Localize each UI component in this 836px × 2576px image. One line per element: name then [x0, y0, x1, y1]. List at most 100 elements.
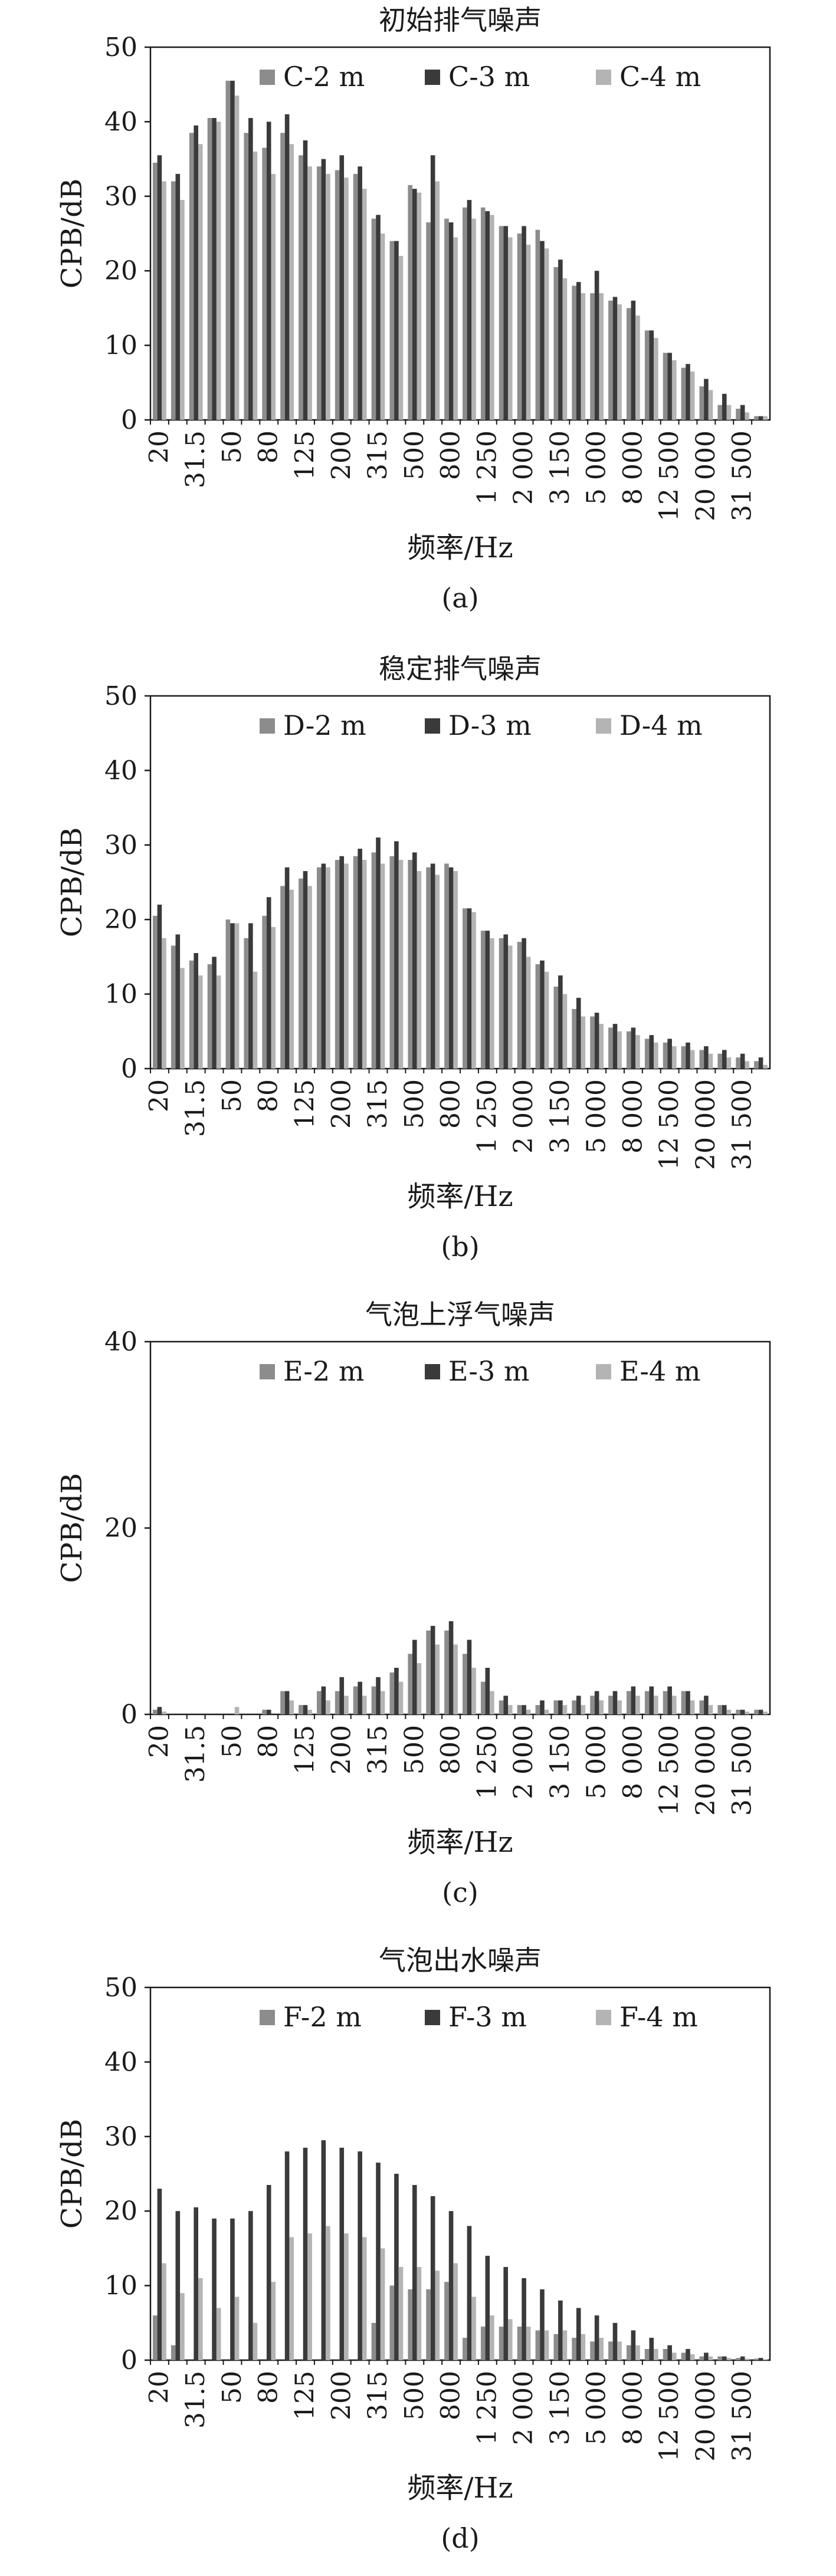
bar-F-3m-22 [558, 2300, 563, 2360]
y-tick-label: 20 [104, 2196, 137, 2226]
bar-E-4m-13 [398, 1681, 404, 1714]
bar-F-2m-0 [153, 2315, 158, 2360]
bar-F-3m-25 [612, 2322, 618, 2360]
bar-D-3m-32 [740, 1053, 745, 1069]
bar-E-4m-7 [289, 1700, 294, 1714]
bar-C-3m-31 [722, 393, 727, 420]
x-tick-label: 315 [363, 1725, 393, 1775]
x-tick-label: 31.5 [181, 431, 211, 488]
bar-F-4m-15 [435, 2271, 440, 2360]
bar-F-3m-1 [175, 2211, 181, 2360]
bar-D-4m-20 [526, 957, 531, 1069]
x-tick-label: 800 [436, 1725, 466, 1775]
x-tick-label: 125 [290, 2371, 320, 2420]
bar-D-2m-15 [426, 867, 431, 1069]
bar-D-4m-2 [198, 975, 203, 1069]
y-tick-label: 0 [121, 1700, 137, 1730]
bar-C-2m-11 [353, 173, 358, 420]
x-tick-label: 20 000 [691, 1079, 721, 1170]
bar-D-4m-16 [453, 871, 458, 1069]
bar-D-4m-17 [471, 912, 476, 1069]
bar-F-3m-12 [376, 2163, 381, 2360]
bar-E-2m-26 [626, 1691, 631, 1714]
bar-C-2m-26 [626, 308, 631, 420]
bar-D-2m-17 [463, 908, 467, 1069]
bar-D-2m-7 [280, 886, 285, 1069]
bar-D-3m-1 [175, 934, 181, 1069]
bar-F-2m-22 [553, 2334, 559, 2360]
legend-label: C-4 m [619, 61, 701, 93]
x-tick-label: 125 [290, 1725, 320, 1775]
bar-C-4m-3 [216, 121, 221, 420]
y-axis-label: CPB/dB [55, 827, 88, 937]
bar-C-2m-27 [644, 330, 650, 420]
bar-C-2m-29 [681, 367, 686, 420]
bar-C-3m-15 [430, 155, 435, 420]
y-tick-label: 20 [104, 905, 137, 935]
bar-C-4m-1 [180, 200, 185, 420]
bar-C-2m-31 [717, 405, 722, 420]
bar-C-2m-24 [590, 293, 595, 420]
bar-F-3m-27 [649, 2338, 654, 2360]
bar-F-3m-18 [485, 2256, 490, 2360]
bar-D-3m-20 [522, 938, 526, 1069]
bar-E-2m-20 [517, 1705, 522, 1714]
bar-D-2m-16 [444, 863, 449, 1069]
bar-E-4m-11 [362, 1696, 367, 1714]
bar-F-2m-24 [590, 2341, 595, 2360]
legend-label: E-4 m [619, 1355, 700, 1387]
panel-label: (a) [441, 582, 478, 614]
x-tick-label: 5 000 [582, 1725, 612, 1799]
bar-D-2m-18 [480, 931, 486, 1069]
bar-F-2m-25 [608, 2341, 613, 2360]
bar-D-3m-9 [321, 863, 326, 1069]
bar-D-4m-4 [234, 923, 240, 1069]
bar-F-3m-29 [686, 2349, 690, 2360]
bar-E-3m-23 [576, 1696, 581, 1714]
bar-C-4m-30 [708, 390, 713, 420]
bar-F-2m-19 [499, 2327, 504, 2360]
legend-swatch [425, 2010, 440, 2025]
bar-D-2m-2 [189, 960, 194, 1069]
x-tick-label: 500 [399, 1079, 430, 1129]
bar-F-3m-21 [540, 2289, 545, 2360]
x-tick-label: 200 [326, 1725, 356, 1775]
legend-item: F-3 m [425, 2001, 527, 2033]
bar-E-4m-14 [417, 1663, 422, 1714]
bar-C-3m-3 [212, 118, 217, 420]
x-tick-label: 31.5 [181, 2371, 211, 2429]
bar-C-2m-0 [153, 162, 158, 420]
x-tick-label: 80 [254, 1725, 284, 1758]
bar-D-3m-21 [540, 960, 545, 1069]
bar-F-2m-1 [171, 2345, 176, 2360]
x-tick-label: 3 150 [545, 1079, 575, 1154]
y-tick-label: 40 [104, 1327, 137, 1357]
bar-C-3m-16 [448, 222, 454, 420]
bar-C-4m-4 [234, 96, 240, 420]
bar-F-4m-2 [198, 2278, 203, 2360]
chart-title: 初始排气噪声 [379, 4, 542, 36]
bar-D-4m-7 [289, 889, 294, 1069]
bar-C-4m-6 [271, 173, 276, 420]
x-tick-label: 8 000 [618, 2371, 648, 2445]
bar-F-4m-5 [253, 2322, 258, 2360]
bar-F-2m-31 [717, 2356, 722, 2360]
bar-F-4m-28 [671, 2352, 677, 2360]
x-tick-label: 2 000 [509, 1079, 539, 1154]
bar-E-3m-33 [758, 1710, 763, 1714]
bar-E-4m-20 [526, 1710, 531, 1714]
x-tick-label: 800 [436, 1079, 466, 1129]
bar-C-3m-28 [667, 353, 672, 420]
bar-E-4m-30 [708, 1705, 713, 1714]
x-tick-label: 80 [254, 1079, 284, 1112]
bar-E-4m-4 [234, 1707, 240, 1714]
legend-swatch [596, 718, 611, 734]
bar-D-4m-24 [599, 1024, 604, 1069]
x-tick-label: 500 [399, 431, 430, 480]
bar-F-4m-7 [289, 2237, 294, 2360]
bar-E-4m-24 [599, 1700, 604, 1714]
legend-swatch [596, 1364, 611, 1379]
bar-E-3m-19 [503, 1696, 509, 1714]
bar-D-4m-22 [562, 994, 568, 1069]
bar-D-3m-10 [339, 856, 345, 1069]
